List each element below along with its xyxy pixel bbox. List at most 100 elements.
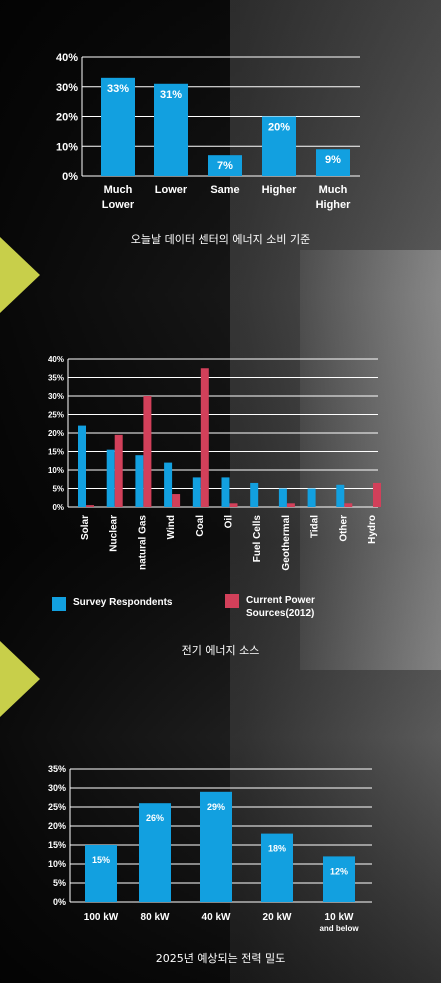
data-label: 26% <box>146 813 164 823</box>
data-label: 7% <box>217 160 233 172</box>
y-tick-label: 30% <box>48 783 66 793</box>
bar <box>101 77 135 176</box>
y-tick-label: 40% <box>56 52 78 64</box>
x-tick-label: Higher <box>316 199 352 211</box>
bar <box>250 482 259 507</box>
bar <box>286 503 295 507</box>
bar <box>307 488 316 507</box>
chart1-caption: 오늘날 데이터 센터의 에너지 소비 기준 <box>130 233 311 246</box>
x-tick-label: Solar <box>80 515 91 540</box>
x-tick-label: Lower <box>155 184 188 196</box>
x-tick-label: Geothermal <box>281 515 292 571</box>
y-tick-label: 0% <box>53 897 66 907</box>
y-tick-label: 10% <box>48 466 64 475</box>
y-tick-label: 20% <box>48 821 66 831</box>
x-tick-label: 10 kW <box>325 912 354 923</box>
bar <box>200 791 232 902</box>
chart-power-density: 0% 5% 10% 15% 20% 25% 30% 35% 15% 100 kW 26% 80 kW 2… <box>0 760 441 950</box>
chart3-caption: 2025년 예상되는 전력 밀도 <box>155 952 286 965</box>
y-tick-label: 15% <box>48 840 66 850</box>
bar <box>139 803 171 902</box>
data-label: 33% <box>107 83 129 95</box>
bar <box>229 503 238 507</box>
chart2-caption: 전기 에너지 소스 <box>181 644 260 657</box>
x-tick-label: Same <box>210 184 239 196</box>
bar <box>106 449 115 507</box>
y-tick-label: 20% <box>48 429 64 438</box>
legend-item-survey: Survey Respondents <box>52 597 172 611</box>
bar <box>85 845 117 902</box>
chart-power-sources: 0% 5% 10% 15% 20% 25% 30% 35% 40% Solar Nuclear nat… <box>0 350 441 590</box>
x-tick-label: Coal <box>195 515 206 537</box>
bar <box>373 482 381 507</box>
x-tick-label: Much <box>104 184 133 196</box>
x-tick-label: Much <box>319 184 348 196</box>
bar <box>261 833 293 902</box>
x-tick-label: 80 kW <box>141 912 170 923</box>
bar <box>278 488 287 507</box>
legend-item-current: Current Power Sources(2012) <box>225 594 361 620</box>
y-tick-label: 40% <box>48 355 64 364</box>
bar <box>192 477 201 507</box>
y-tick-label: 10% <box>56 141 78 153</box>
x-tick-label: 100 kW <box>84 912 119 923</box>
section-arrow-1 <box>0 237 40 313</box>
data-label: 29% <box>207 802 225 812</box>
x-tick-label: natural Gas <box>137 515 148 570</box>
data-label: 12% <box>330 866 348 876</box>
bar <box>114 434 123 507</box>
bar <box>78 425 86 507</box>
y-tick-label: 25% <box>48 802 66 812</box>
x-tick-label: 40 kW <box>202 912 231 923</box>
y-tick-label: 0% <box>52 503 64 512</box>
x-tick-label: 20 kW <box>263 912 292 923</box>
y-tick-label: 15% <box>48 448 64 457</box>
x-tick-label: Wind <box>166 515 177 539</box>
bar <box>86 505 94 507</box>
bar <box>154 83 188 176</box>
bar <box>344 503 353 507</box>
bar <box>143 396 152 507</box>
legend-label-survey: Survey Respondents <box>73 597 173 608</box>
y-tick-label: 35% <box>48 764 66 774</box>
y-tick-label: 30% <box>56 82 78 94</box>
bar <box>316 149 350 176</box>
x-tick-label: Hydro <box>367 515 378 544</box>
y-tick-label: 30% <box>48 392 64 401</box>
chart-energy-consumption: 0% 10% 20% 30% 40% 33% Much Lower 31% Lower 7% Same… <box>0 40 441 230</box>
x-tick-label: Lower <box>102 199 135 211</box>
data-label: 18% <box>268 844 286 854</box>
data-label: 15% <box>92 855 110 865</box>
bar <box>164 462 173 507</box>
chart3-svg: 0% 5% 10% 15% 20% 25% 30% 35% 15% 100 kW 26% 80 kW 2… <box>48 764 372 933</box>
bar <box>135 455 144 507</box>
legend-label-current: Current Power Sources(2012) <box>246 595 315 619</box>
data-label: 9% <box>325 154 341 166</box>
bar <box>172 494 181 507</box>
data-label: 20% <box>268 122 290 134</box>
bar <box>221 477 230 507</box>
section-arrow-2 <box>0 641 40 717</box>
x-tick-label: Tidal <box>310 515 321 538</box>
x-tick-label: Oil <box>224 515 235 529</box>
y-tick-label: 5% <box>52 485 64 494</box>
y-tick-label: 35% <box>48 374 64 383</box>
x-tick-label: Fuel Cells <box>252 515 263 563</box>
data-label: 31% <box>160 89 182 101</box>
bar <box>336 484 345 507</box>
y-tick-label: 0% <box>62 171 78 183</box>
bar <box>323 856 355 902</box>
x-tick-label: and below <box>319 924 359 933</box>
x-tick-label: Higher <box>262 184 298 196</box>
chart1-svg: 0% 10% 20% 30% 40% 33% Much Lower 31% Lower 7% Same… <box>56 52 360 211</box>
legend-swatch-red <box>225 594 239 608</box>
y-tick-label: 5% <box>53 878 66 888</box>
x-tick-label: Nuclear <box>109 515 120 552</box>
legend-swatch-blue <box>52 597 66 611</box>
bar <box>200 368 209 507</box>
x-tick-label: Other <box>338 515 349 542</box>
bar <box>208 155 242 176</box>
y-tick-label: 10% <box>48 859 66 869</box>
chart2-svg: 0% 5% 10% 15% 20% 25% 30% 35% 40% Solar Nuclear nat… <box>48 355 381 571</box>
y-tick-label: 25% <box>48 411 64 420</box>
